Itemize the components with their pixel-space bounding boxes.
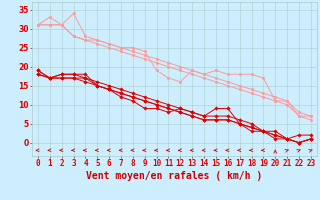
X-axis label: Vent moyen/en rafales ( km/h ): Vent moyen/en rafales ( km/h ) (86, 171, 262, 181)
